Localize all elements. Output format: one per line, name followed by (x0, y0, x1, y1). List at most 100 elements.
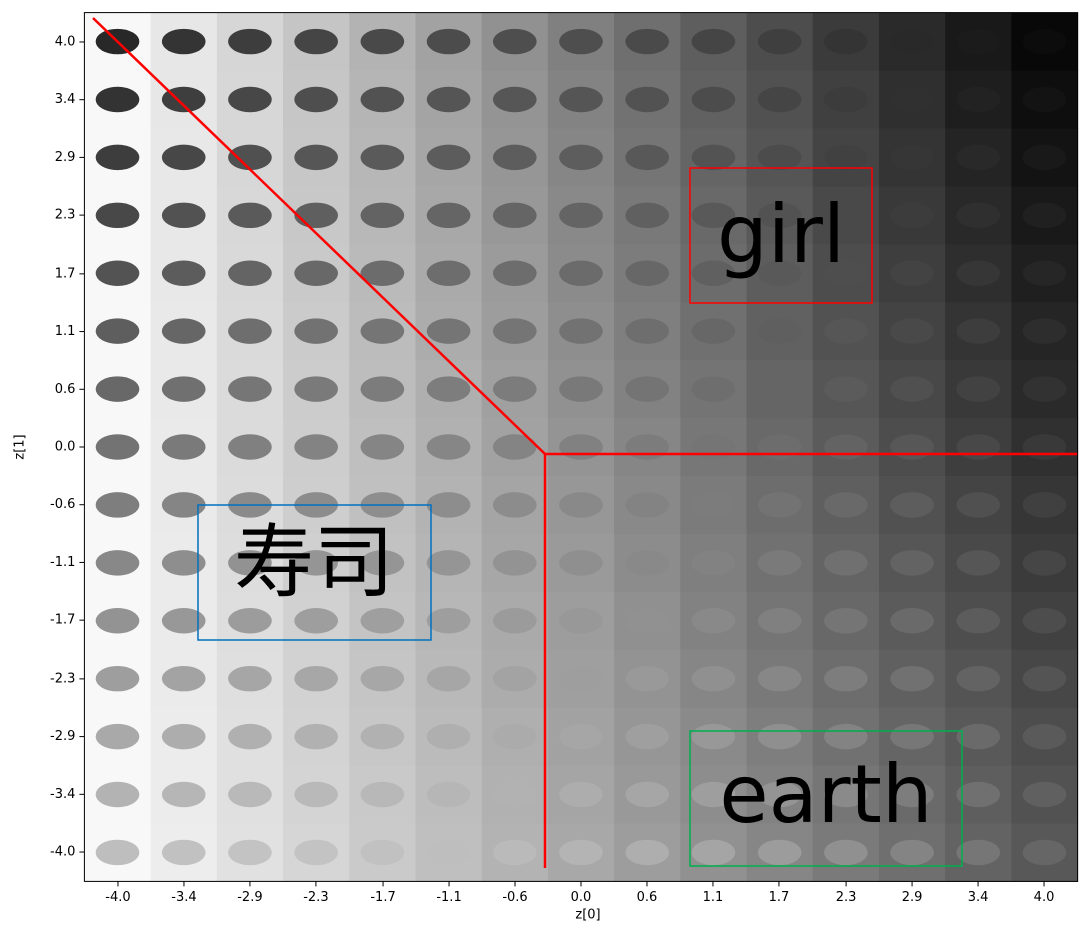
cell-blob (956, 434, 1000, 459)
cell-blob (758, 145, 802, 170)
x-tick-label: 2.3 (836, 890, 857, 905)
x-tick-label: 1.1 (703, 890, 724, 905)
cell-blob (1023, 492, 1067, 517)
cell-blob (228, 666, 272, 691)
x-tick-label: 0.6 (637, 890, 658, 905)
x-tick-label: 1.7 (769, 890, 790, 905)
cell-blob (96, 724, 140, 749)
cell-blob (427, 550, 471, 575)
cell-blob (228, 29, 272, 54)
cell-blob (824, 724, 868, 749)
cell-blob (427, 29, 471, 54)
cell-blob (162, 434, 206, 459)
cell-blob (559, 782, 603, 807)
cell-blob (692, 666, 736, 691)
cell-blob (1023, 840, 1067, 865)
cell-blob (559, 260, 603, 285)
cell-blob (361, 434, 405, 459)
cell-blob (493, 666, 537, 691)
cell-blob (956, 608, 1000, 633)
cell-blob (228, 608, 272, 633)
cell-blob (758, 29, 802, 54)
x-tick-label: -1.1 (436, 890, 461, 905)
cell-blob (824, 29, 868, 54)
cell-blob (758, 492, 802, 517)
y-tick-label: -4.0 (50, 845, 75, 860)
cell-blob (427, 87, 471, 112)
cell-blob (1023, 550, 1067, 575)
cell-blob (427, 145, 471, 170)
cell-blob (824, 376, 868, 401)
cell-blob (956, 492, 1000, 517)
cell-blob (758, 666, 802, 691)
cell-blob (294, 260, 338, 285)
cell-blob (162, 318, 206, 343)
y-tick-label: 1.1 (55, 324, 76, 339)
cell-blob (692, 608, 736, 633)
cell-blob (427, 608, 471, 633)
cell-blob (956, 318, 1000, 343)
cell-blob (824, 840, 868, 865)
cell-blob (96, 608, 140, 633)
cell-blob (692, 840, 736, 865)
cell-blob (758, 318, 802, 343)
cell-blob (493, 260, 537, 285)
cell-blob (824, 87, 868, 112)
cell-blob (956, 724, 1000, 749)
cell-blob (559, 724, 603, 749)
cell-blob (427, 203, 471, 228)
cell-blob (361, 840, 405, 865)
cell-blob (294, 318, 338, 343)
cell-blob (625, 492, 669, 517)
cell-blob (361, 145, 405, 170)
x-tick-label: -1.7 (370, 890, 395, 905)
cell-blob (890, 145, 934, 170)
cell-blob (96, 145, 140, 170)
cell-blob (361, 87, 405, 112)
y-tick-label: -3.4 (50, 787, 75, 802)
cell-blob (890, 318, 934, 343)
y-tick-label: -2.9 (50, 729, 75, 744)
cell-blob (625, 550, 669, 575)
cell-blob (692, 434, 736, 459)
cell-blob (228, 87, 272, 112)
cell-blob (559, 203, 603, 228)
cell-blob (625, 434, 669, 459)
cell-blob (96, 376, 140, 401)
cell-blob (1023, 260, 1067, 285)
cell-blob (162, 608, 206, 633)
cell-blob (559, 318, 603, 343)
cell-blob (692, 550, 736, 575)
cell-blob (692, 724, 736, 749)
cell-blob (96, 87, 140, 112)
cell-blob (162, 840, 206, 865)
cell-blob (625, 608, 669, 633)
cell-blob (493, 29, 537, 54)
cell-blob (559, 145, 603, 170)
cell-blob (559, 840, 603, 865)
y-tick-label: 0.0 (55, 440, 76, 455)
cell-blob (96, 666, 140, 691)
cell-blob (427, 318, 471, 343)
cell-blob (294, 666, 338, 691)
cell-blob (890, 840, 934, 865)
x-tick-label: -3.4 (171, 890, 196, 905)
cell-blob (692, 492, 736, 517)
cell-blob (228, 260, 272, 285)
cell-blob (493, 724, 537, 749)
cell-blob (559, 666, 603, 691)
cell-blob (427, 434, 471, 459)
cell-blob (96, 203, 140, 228)
cell-blob (427, 666, 471, 691)
cell-blob (692, 29, 736, 54)
cell-blob (559, 29, 603, 54)
cell-blob (96, 782, 140, 807)
cell-blob (493, 492, 537, 517)
cell-blob (228, 318, 272, 343)
cell-blob (559, 608, 603, 633)
cell-blob (361, 666, 405, 691)
cell-blob (493, 550, 537, 575)
cell-blob (96, 318, 140, 343)
cell-blob (427, 260, 471, 285)
chart: girl 寿司 earth z[0] z[1] -4.0-3.4-2.9-2.3… (0, 0, 1079, 927)
